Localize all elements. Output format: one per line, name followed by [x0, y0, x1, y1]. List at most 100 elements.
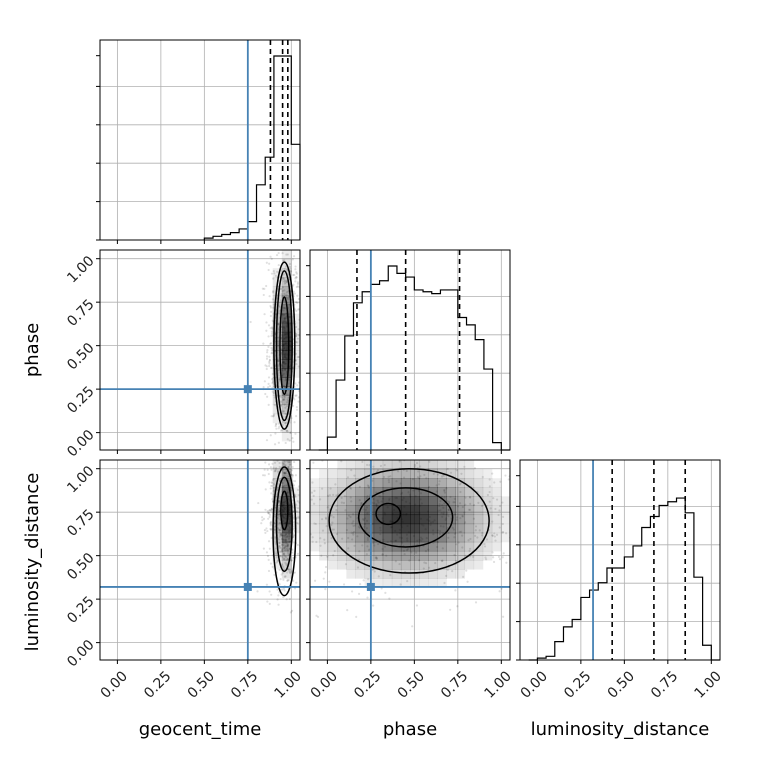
sample-point — [266, 386, 270, 389]
density-cell — [290, 368, 300, 378]
density-cell — [410, 523, 420, 534]
sample-point — [269, 528, 273, 532]
sample-point — [491, 472, 494, 475]
density-cell — [281, 487, 292, 497]
sample-point — [285, 268, 289, 271]
sample-point — [286, 544, 289, 548]
density-cell — [455, 460, 466, 470]
sample-point — [281, 564, 284, 567]
x-tick-label-geocent_time-4: 1.00 — [272, 668, 305, 701]
density-cell — [391, 560, 402, 570]
sample-point — [275, 253, 279, 257]
sample-point — [290, 609, 294, 612]
sample-point — [278, 568, 281, 572]
sample-point — [549, 480, 551, 482]
sample-point — [438, 533, 442, 536]
sample-point — [301, 343, 303, 345]
sample-point — [279, 401, 282, 404]
sample-point — [303, 354, 305, 356]
density-cell — [355, 514, 366, 525]
sample-point — [294, 432, 297, 435]
sample-point — [294, 280, 297, 283]
sample-point — [283, 395, 286, 398]
sample-point — [267, 517, 270, 520]
sample-point — [241, 515, 243, 517]
density-cell — [500, 523, 510, 534]
sample-point — [277, 340, 280, 343]
sample-point — [305, 580, 307, 582]
sample-point — [279, 555, 282, 558]
sample-point — [285, 429, 288, 432]
sample-point — [312, 461, 315, 464]
sample-point — [270, 349, 273, 352]
sample-point — [443, 491, 447, 494]
sample-point — [286, 253, 289, 256]
sample-point — [272, 490, 275, 493]
sample-point — [294, 494, 297, 498]
sample-point — [443, 581, 446, 585]
sample-point — [620, 519, 622, 521]
sample-point — [365, 553, 368, 556]
sample-point — [292, 534, 296, 537]
sample-point — [415, 551, 418, 554]
sample-point — [269, 314, 272, 318]
density-cell — [373, 569, 384, 579]
y-tick-label-phase-4: 1.00 — [64, 253, 97, 286]
sample-point — [415, 604, 419, 607]
density-cell — [419, 478, 429, 488]
truth-point-luminosity_distance-vs-geocent_time — [243, 582, 252, 591]
sample-point — [286, 571, 289, 574]
sample-point — [277, 422, 280, 425]
density-cell — [310, 496, 320, 506]
density-cell — [337, 560, 347, 570]
sample-point — [272, 290, 275, 293]
sample-point — [271, 372, 274, 376]
sample-point — [292, 556, 295, 560]
sample-point — [283, 554, 286, 557]
sample-point — [283, 455, 285, 457]
sample-point — [283, 403, 286, 406]
density-cell — [355, 532, 366, 543]
sample-point — [266, 509, 269, 513]
sample-point — [283, 282, 287, 285]
sample-point — [294, 340, 298, 344]
sample-point — [494, 539, 497, 542]
density-cell — [446, 478, 456, 488]
density-cell — [346, 469, 356, 479]
density-cell — [419, 496, 429, 506]
sample-point — [346, 517, 349, 520]
sample-point — [493, 535, 496, 538]
density-cell — [391, 532, 402, 543]
sample-point — [491, 534, 494, 537]
density-cell — [482, 469, 493, 479]
x-tick-label-geocent_time-0: 0.00 — [98, 668, 131, 701]
density-cell — [364, 541, 375, 552]
sample-point — [601, 504, 603, 506]
sample-point — [301, 245, 303, 247]
sample-point — [474, 525, 478, 528]
sample-point — [275, 556, 278, 559]
sample-point — [286, 549, 289, 552]
density-cell — [482, 487, 493, 497]
density-cell — [319, 487, 329, 497]
sample-point — [350, 590, 354, 593]
sample-point — [345, 528, 349, 532]
density-cell — [473, 505, 484, 516]
sample-point — [302, 520, 304, 522]
sample-point — [448, 500, 451, 503]
sample-point — [267, 403, 270, 407]
sample-point — [265, 357, 269, 360]
sample-point — [296, 488, 300, 491]
density-cell — [419, 505, 429, 516]
sample-point — [413, 465, 416, 469]
sample-point — [296, 285, 299, 288]
sample-point — [270, 334, 273, 337]
sample-point — [295, 581, 298, 584]
sample-point — [286, 558, 289, 561]
sample-point — [274, 425, 277, 428]
density-cell — [437, 460, 447, 470]
sample-point — [492, 556, 495, 559]
sample-point — [263, 494, 265, 496]
sample-point — [306, 552, 308, 554]
density-cell — [355, 541, 366, 552]
